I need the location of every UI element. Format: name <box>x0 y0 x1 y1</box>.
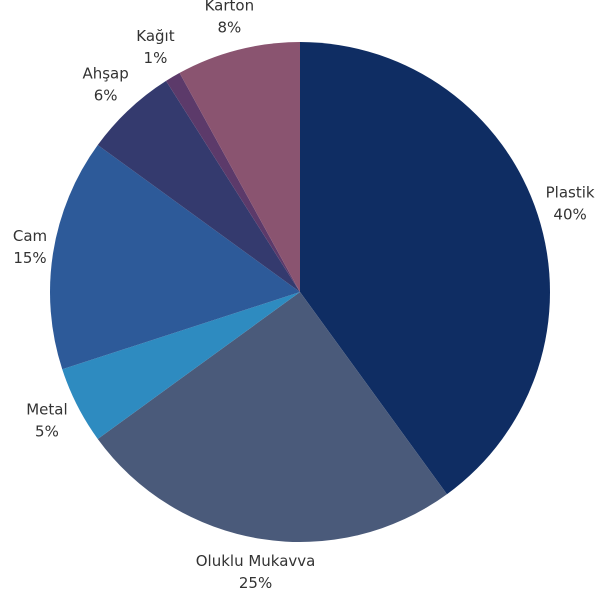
slice-label: Ahşap <box>82 64 128 82</box>
value-label: 5% <box>35 422 59 440</box>
value-label: 40% <box>553 206 586 224</box>
value-label: 1% <box>144 49 168 67</box>
pie-slice <box>50 145 301 370</box>
pie-slice <box>97 80 300 292</box>
slice-label: Karton <box>205 0 255 14</box>
slice-label: Oluklu Mukavva <box>196 552 316 570</box>
value-label: 8% <box>217 18 241 36</box>
value-label: 25% <box>239 574 272 592</box>
slice-label: Plastik <box>546 184 595 202</box>
pie-slice <box>179 42 300 292</box>
slice-label: Kağıt <box>136 27 174 45</box>
value-label: 6% <box>94 86 118 104</box>
pie-slice <box>300 42 551 495</box>
value-label: 15% <box>13 249 46 267</box>
pie-slice <box>62 292 300 439</box>
slice-label: Cam <box>13 227 47 245</box>
slice-label: Metal <box>26 400 67 418</box>
pie-slice <box>97 292 447 542</box>
pie-slice <box>166 72 300 292</box>
